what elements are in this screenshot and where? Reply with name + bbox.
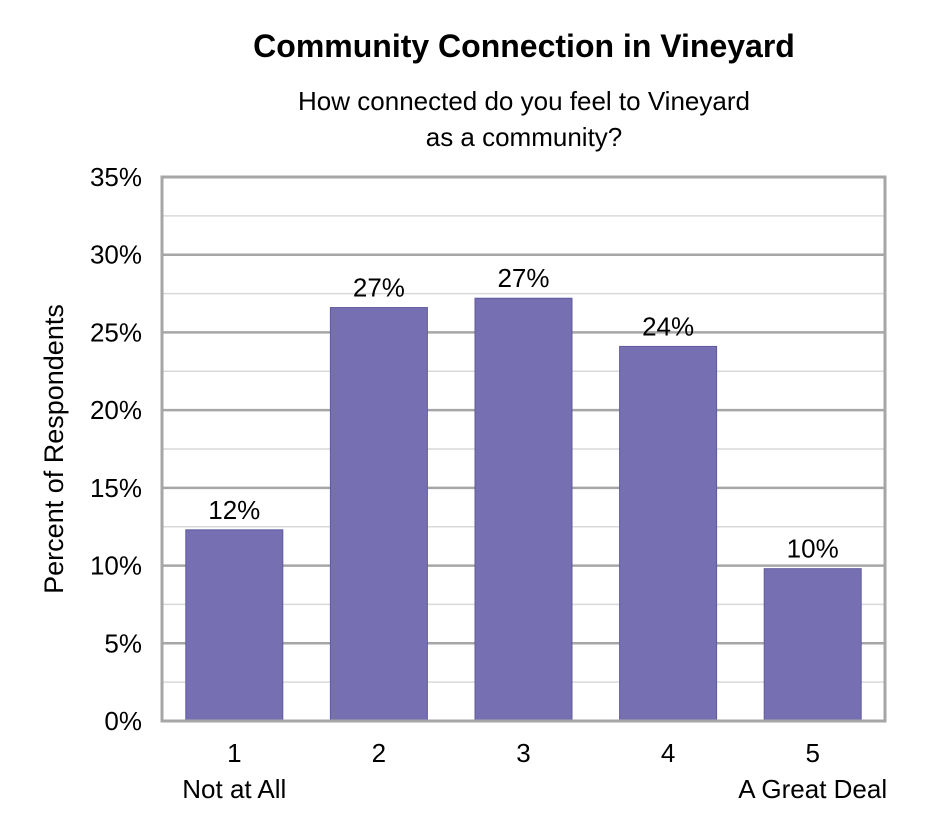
data-label-3: 27% bbox=[497, 263, 549, 293]
x-tick-label-1: 1 bbox=[227, 738, 241, 768]
x-tick-label-5: 5 bbox=[805, 738, 819, 768]
bar-2 bbox=[329, 307, 428, 722]
y-tick-label: 0% bbox=[104, 706, 142, 736]
labels: 0% 5% 10% 15% 20% 25% 30% 35% 12% 1 Not at All 27% 2… bbox=[90, 162, 887, 804]
chart-subtitle-line-2: as a community? bbox=[425, 122, 623, 152]
y-tick-label: 5% bbox=[104, 628, 142, 658]
y-tick-label: 10% bbox=[90, 551, 142, 581]
bar-3 bbox=[474, 297, 573, 722]
bar-4 bbox=[619, 345, 718, 722]
plot-frame bbox=[160, 175, 887, 723]
y-tick-label: 35% bbox=[90, 162, 142, 192]
data-label-5: 10% bbox=[787, 534, 839, 564]
bar-5 bbox=[763, 568, 862, 722]
x-tick-sublabel-5: A Great Deal bbox=[738, 774, 887, 804]
y-tick-label: 25% bbox=[90, 317, 142, 347]
x-tick-label-4: 4 bbox=[661, 738, 675, 768]
y-tick-label: 20% bbox=[90, 395, 142, 425]
chart-title: Community Connection in Vineyard bbox=[253, 28, 795, 64]
bars bbox=[185, 297, 862, 722]
y-axis-label: Percent of Respondents bbox=[39, 304, 69, 594]
x-tick-label-3: 3 bbox=[516, 738, 530, 768]
chart-subtitle-line-1: How connected do you feel to Vineyard bbox=[298, 86, 750, 116]
x-tick-label-2: 2 bbox=[372, 738, 386, 768]
data-label-1: 12% bbox=[208, 495, 260, 525]
y-tick-label: 15% bbox=[90, 473, 142, 503]
bar-1 bbox=[185, 529, 284, 722]
y-tick-label: 30% bbox=[90, 240, 142, 270]
x-tick-sublabel-1: Not at All bbox=[182, 774, 286, 804]
data-label-2: 27% bbox=[353, 273, 405, 303]
data-label-4: 24% bbox=[642, 311, 694, 341]
